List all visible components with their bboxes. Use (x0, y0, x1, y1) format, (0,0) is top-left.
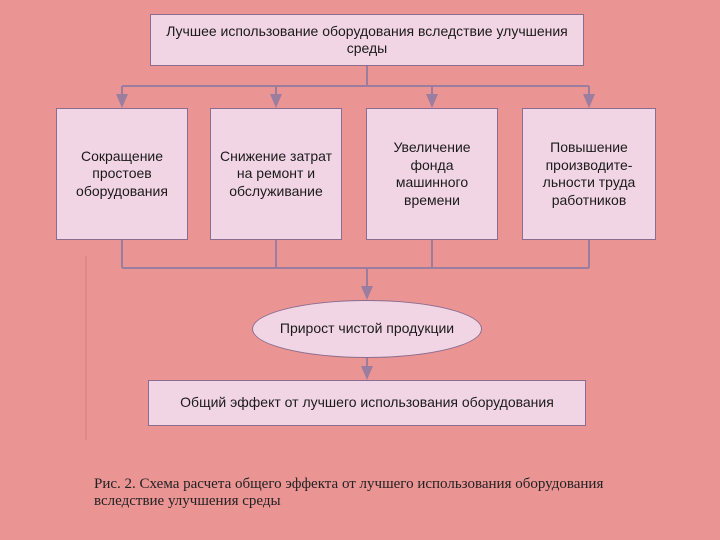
node-m4: Повышение производите-льности труда рабо… (522, 108, 656, 240)
node-ellipse: Прирост чистой продукции (252, 300, 482, 358)
node-bottom-text: Общий эффект от лучшего использования об… (180, 394, 554, 412)
node-m3-text: Увеличение фонда машинного времени (373, 139, 491, 209)
node-m2: Снижение затрат на ремонт и обслуживание (210, 108, 342, 240)
node-ellipse-text: Прирост чистой продукции (280, 320, 454, 338)
diagram-canvas: Лучшее использование оборудования вследс… (0, 0, 720, 540)
figure-caption: Рис. 2. Схема расчета общего эффекта от … (94, 476, 654, 510)
node-top: Лучшее использование оборудования вследс… (150, 14, 584, 66)
node-m4-text: Повышение производите-льности труда рабо… (529, 139, 649, 209)
node-m1: Сокращение простоев оборудования (56, 108, 188, 240)
caption-text: Рис. 2. Схема расчета общего эффекта от … (94, 476, 603, 509)
node-m2-text: Снижение затрат на ремонт и обслуживание (217, 148, 335, 201)
node-m1-text: Сокращение простоев оборудования (63, 148, 181, 201)
node-m3: Увеличение фонда машинного времени (366, 108, 498, 240)
connectors-layer (0, 0, 720, 540)
node-bottom: Общий эффект от лучшего использования об… (148, 380, 586, 426)
node-top-text: Лучшее использование оборудования вследс… (157, 23, 577, 58)
